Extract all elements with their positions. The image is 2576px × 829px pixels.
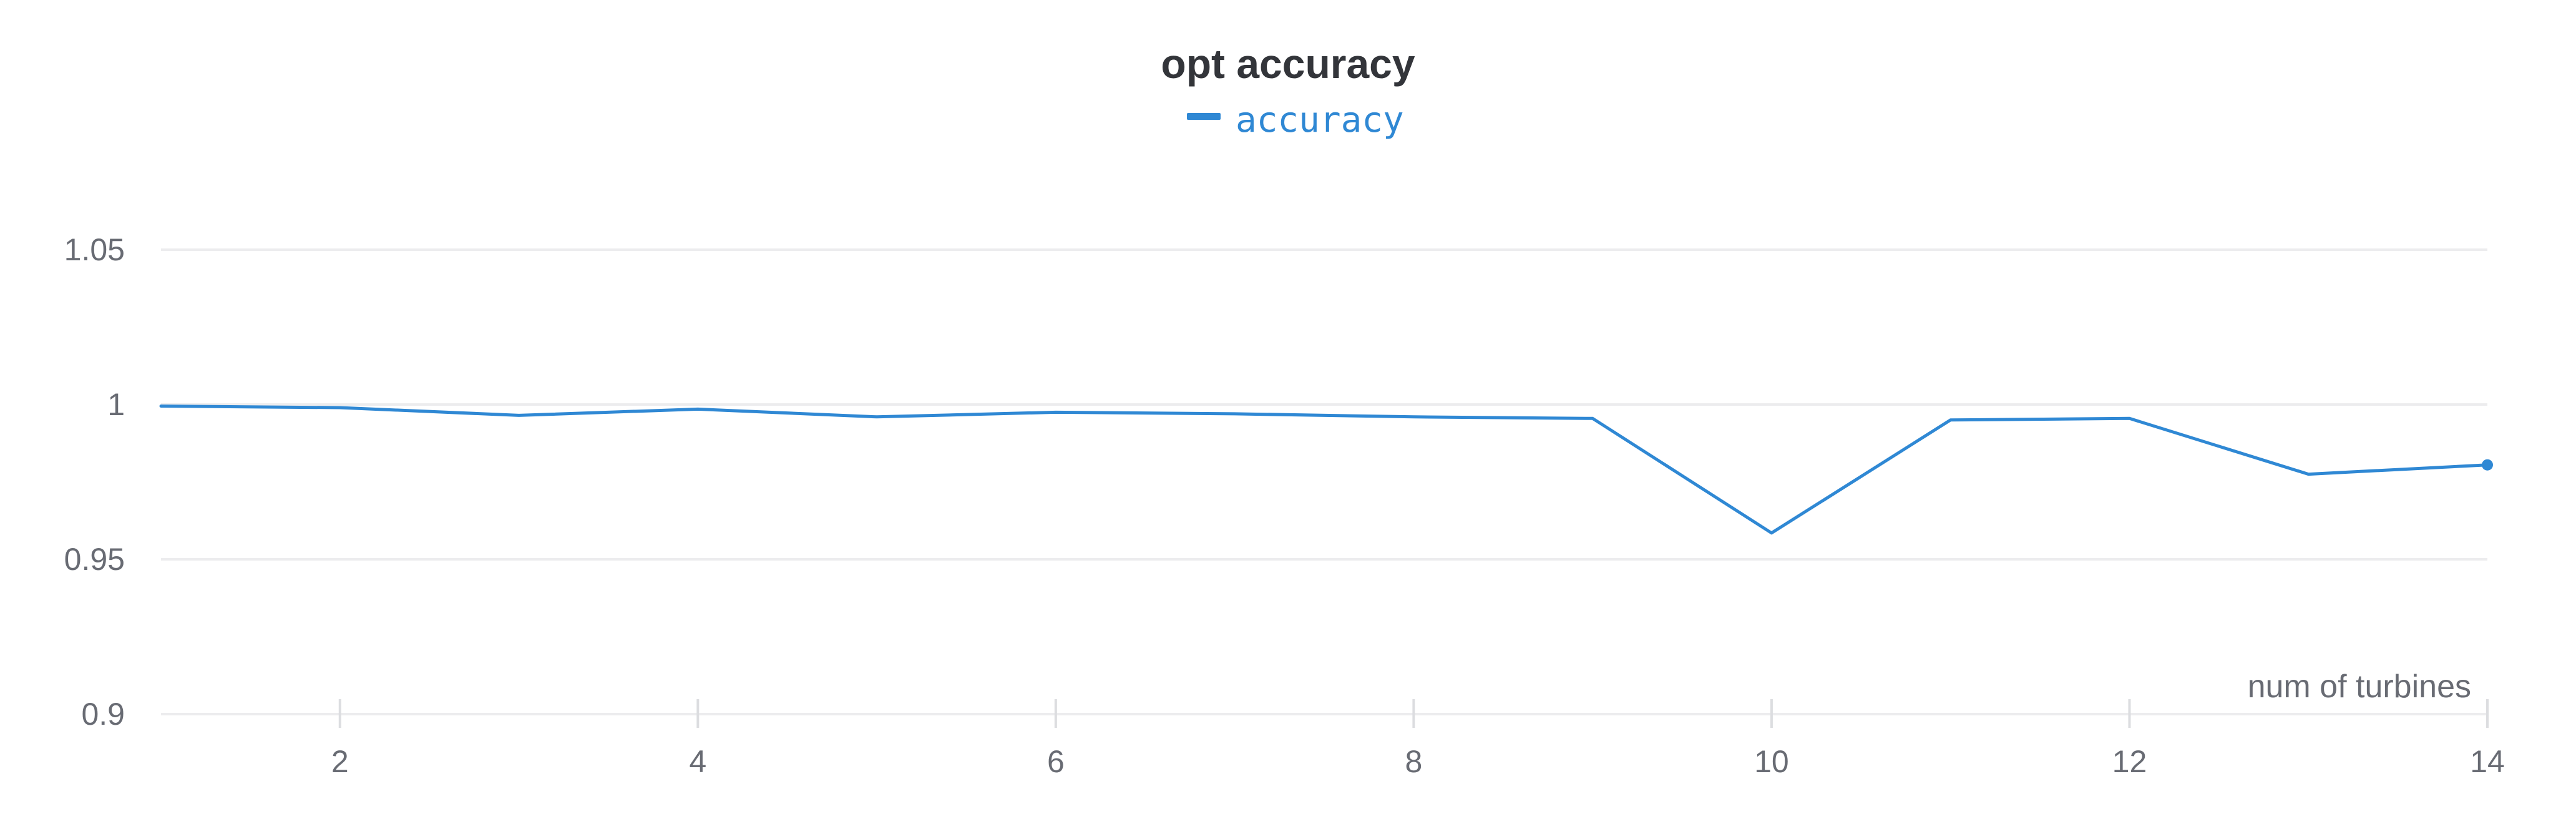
legend-label-accuracy: accuracy <box>1236 100 1404 140</box>
series-line-accuracy[interactable] <box>159 405 2489 535</box>
x-axis: 2 4 6 8 10 12 14 <box>331 699 2505 779</box>
x-tick-label: 4 <box>689 744 706 779</box>
chart-title: opt accuracy <box>1161 41 1415 87</box>
x-tick-label: 12 <box>2112 744 2147 779</box>
x-tick-label: 14 <box>2470 744 2505 779</box>
x-tick-label: 8 <box>1405 744 1422 779</box>
y-tick-label: 1.05 <box>64 232 125 267</box>
y-tick-label: 1 <box>107 387 125 422</box>
y-tick-label: 0.9 <box>81 697 125 732</box>
x-axis-title: num of turbines <box>2248 669 2471 705</box>
y-tick-label: 0.95 <box>64 542 125 577</box>
legend-swatch-accuracy <box>1187 113 1221 120</box>
y-axis: 0.9 0.95 1 1.05 <box>64 232 125 732</box>
x-tick-label: 6 <box>1047 744 1065 779</box>
series-layer <box>159 405 2493 535</box>
grid <box>161 248 2487 715</box>
x-tick-label: 2 <box>331 744 349 779</box>
data-point-last[interactable] <box>2482 459 2493 471</box>
legend[interactable]: accuracy <box>1187 100 1404 140</box>
x-tick-label: 10 <box>1754 744 1789 779</box>
